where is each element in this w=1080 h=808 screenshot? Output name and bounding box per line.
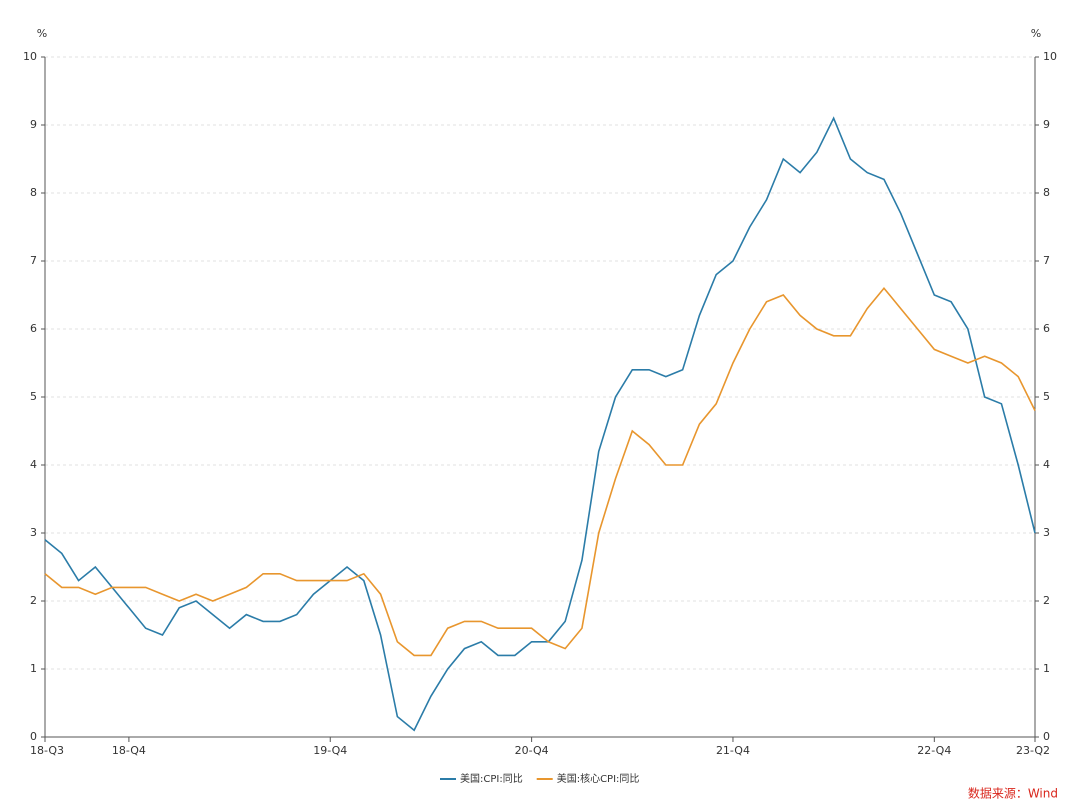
y-tick-label: 8	[30, 186, 37, 199]
source-note: 数据来源：Wind	[968, 786, 1058, 801]
y-tick-label: 7	[30, 254, 37, 267]
y-tick-label: 3	[30, 526, 37, 539]
y2-tick-label: 4	[1043, 458, 1050, 471]
y2-tick-label: 7	[1043, 254, 1050, 267]
y-tick-label: 2	[30, 594, 37, 607]
y-unit-label: %	[37, 27, 47, 40]
y-tick-label: 5	[30, 390, 37, 403]
y2-tick-label: 8	[1043, 186, 1050, 199]
y2-tick-label: 10	[1043, 50, 1057, 63]
series-line	[44, 286, 1036, 657]
y2-tick-label: 9	[1043, 118, 1050, 131]
legend-label: 美国:核心CPI:同比	[557, 772, 640, 785]
y-tick-label: 1	[30, 662, 37, 675]
y2-tick-label: 5	[1043, 390, 1050, 403]
x-tick-label: 20-Q4	[515, 744, 549, 757]
x-tick-label: 19-Q4	[313, 744, 347, 757]
y2-unit-label: %	[1031, 27, 1041, 40]
x-tick-label: 23-Q2	[1016, 744, 1050, 757]
x-tick-label: 18-Q3	[30, 744, 64, 757]
y-tick-label: 6	[30, 322, 37, 335]
x-tick-label: 22-Q4	[917, 744, 951, 757]
legend-label: 美国:CPI:同比	[460, 772, 523, 785]
y-tick-label: 10	[23, 50, 37, 63]
y-tick-label: 9	[30, 118, 37, 131]
y2-tick-label: 2	[1043, 594, 1050, 607]
x-tick-label: 18-Q4	[112, 744, 146, 757]
x-tick-label: 21-Q4	[716, 744, 750, 757]
y2-tick-label: 0	[1043, 730, 1050, 743]
y2-tick-label: 1	[1043, 662, 1050, 675]
series-line	[44, 116, 1036, 732]
y-tick-label: 4	[30, 458, 37, 471]
y2-tick-label: 3	[1043, 526, 1050, 539]
y-tick-label: 0	[30, 730, 37, 743]
y2-tick-label: 6	[1043, 322, 1050, 335]
